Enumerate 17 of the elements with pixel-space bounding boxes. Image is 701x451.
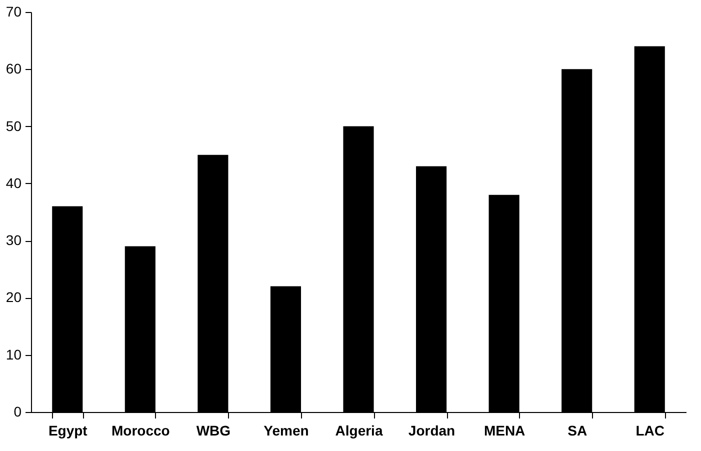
y-tick-label: 10 — [6, 346, 22, 362]
x-tick-label: WBG — [196, 422, 231, 438]
y-tick-label: 20 — [6, 289, 22, 306]
x-tick-label: Yemen — [264, 422, 309, 438]
x-tick-label: LAC — [636, 422, 664, 438]
y-tick-label: 40 — [6, 174, 22, 191]
y-tick-label: 60 — [6, 60, 22, 77]
x-tick-label: Morocco — [111, 422, 170, 438]
x-tick-label: Algeria — [335, 422, 383, 438]
x-tick-label: MENA — [484, 422, 526, 438]
y-tick-label: 0 — [14, 404, 22, 420]
y-tick-label: 70 — [6, 4, 22, 20]
x-tick-label: SA — [568, 422, 588, 438]
y-tick-label: 30 — [6, 232, 22, 248]
x-tick-label: Egypt — [48, 422, 88, 438]
x-tick-label: Jordan — [408, 422, 456, 438]
y-tick-label: 50 — [6, 118, 22, 134]
